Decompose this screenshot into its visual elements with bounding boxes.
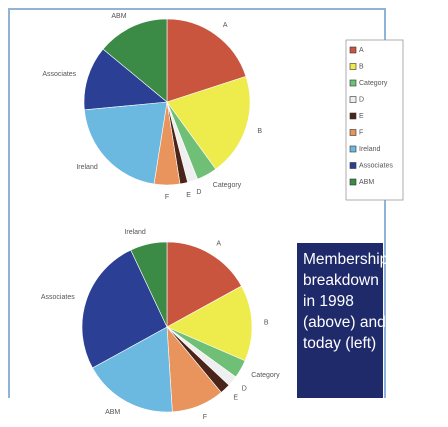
legend-swatch — [349, 96, 357, 103]
slice-label: Associates — [41, 294, 75, 301]
legend-label: E — [359, 113, 364, 120]
pie-slice — [166, 285, 253, 362]
legend-label: Associates — [359, 162, 393, 169]
pie-slice — [166, 75, 251, 170]
slice-label: A — [223, 22, 228, 29]
slice-label: Category — [251, 372, 280, 379]
legend-label: A — [359, 47, 364, 54]
legend-label: Category — [359, 80, 388, 87]
legend-swatch — [349, 112, 357, 120]
legend-swatch — [349, 46, 357, 54]
legend-swatch — [349, 162, 357, 169]
slice-label: F — [203, 414, 207, 421]
slice-label: Category — [213, 182, 242, 189]
legend-label: Ireland — [359, 146, 381, 153]
figure-frame — [8, 8, 386, 398]
slice-label: ABM — [111, 13, 126, 20]
slice-label: B — [257, 128, 262, 135]
pie-slice — [81, 249, 168, 369]
slice-label: D — [242, 386, 247, 393]
pie-slice — [166, 241, 242, 328]
slice-label: Associates — [42, 71, 76, 78]
slice-label: Ireland — [124, 229, 146, 236]
pie-slice — [84, 101, 168, 185]
legend-swatch — [349, 129, 357, 136]
legend-swatch — [349, 178, 357, 186]
pie-slice — [92, 326, 173, 413]
caption-line: Membership — [303, 251, 389, 268]
legend-swatch — [349, 145, 357, 153]
pie-slice — [166, 18, 247, 103]
legend-swatch — [349, 63, 357, 70]
caption-box: Membership breakdown in 1998 (above) and tod… — [297, 243, 389, 398]
legend-label: B — [359, 63, 364, 70]
slice-label: F — [165, 194, 169, 201]
slice-label: Ireland — [76, 164, 98, 171]
slice-label: B — [264, 319, 269, 326]
legend-label: F — [359, 129, 363, 136]
slice-label: ABM — [105, 409, 120, 416]
caption-line: in 1998 — [303, 293, 354, 310]
slice-label: D — [196, 189, 201, 196]
legend-label: D — [359, 96, 364, 103]
caption-line: breakdown — [303, 272, 379, 289]
pie-slice — [102, 18, 168, 103]
slice-label: A — [216, 240, 221, 247]
pie-slice — [83, 48, 168, 111]
slice-label: E — [233, 395, 238, 402]
legend-swatch — [349, 79, 357, 87]
caption-line: (above) and — [303, 314, 386, 331]
caption-line: today (left) — [303, 335, 377, 352]
slice-label: E — [186, 192, 191, 199]
pie-slice — [130, 241, 168, 328]
legend-label: ABM — [359, 179, 374, 186]
